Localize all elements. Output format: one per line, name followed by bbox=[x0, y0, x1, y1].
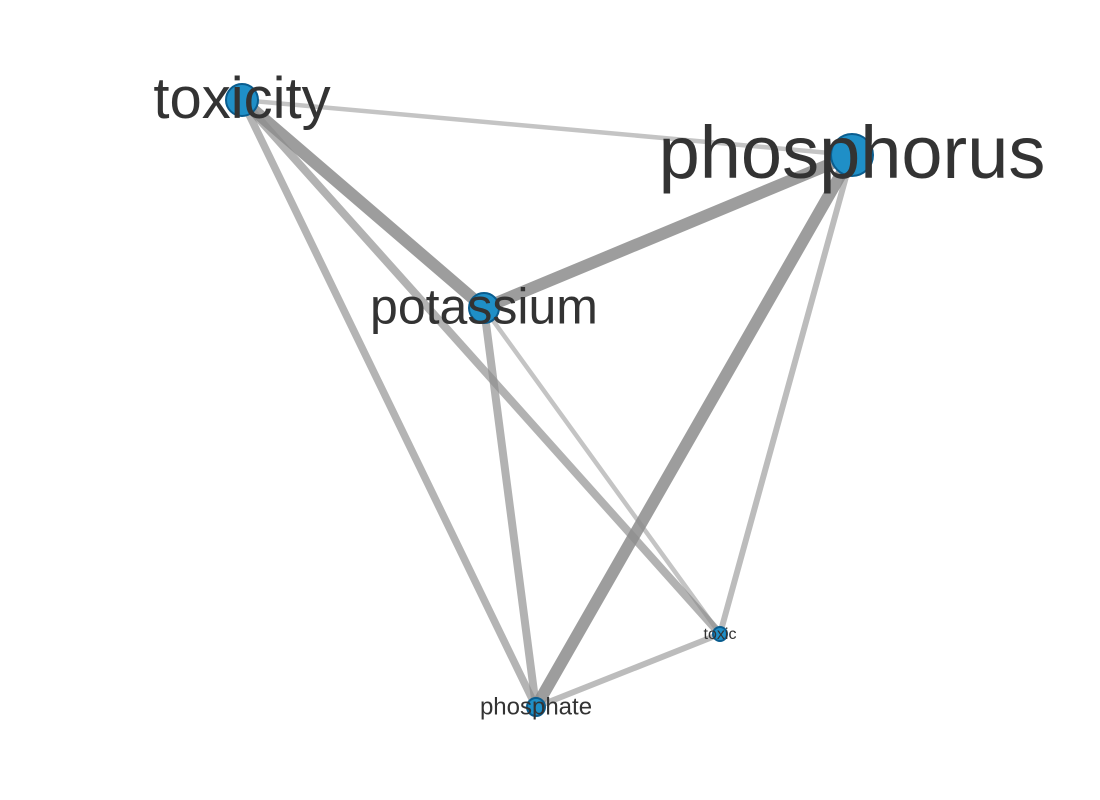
node-label-phosphate: phosphate bbox=[480, 694, 592, 721]
node-toxic[interactable] bbox=[712, 626, 728, 642]
edge-toxicity-toxic bbox=[238, 96, 724, 638]
edge-phosphorus-toxic bbox=[717, 152, 855, 637]
edges-layer bbox=[236, 94, 858, 713]
edge-phosphorus-potassium bbox=[478, 149, 858, 314]
labels-layer: toxicity phosphorus potassium phosphate toxi… bbox=[153, 66, 1045, 720]
edge-phosphorus-phosphate bbox=[530, 149, 858, 713]
node-label-toxic: toxic bbox=[704, 626, 737, 643]
node-toxicity[interactable] bbox=[225, 83, 259, 117]
node-label-potassium: potassium bbox=[370, 279, 598, 335]
node-label-phosphorus: phosphorus bbox=[659, 111, 1046, 194]
edge-potassium-phosphate bbox=[480, 304, 540, 711]
node-potassium[interactable] bbox=[468, 292, 500, 324]
node-phosphorus[interactable] bbox=[830, 133, 874, 177]
edge-potassium-toxic bbox=[481, 305, 723, 637]
node-phosphate[interactable] bbox=[526, 697, 546, 717]
node-label-toxicity: toxicity bbox=[153, 66, 330, 131]
edge-toxicity-phosphorus bbox=[239, 97, 855, 158]
edge-toxicity-potassium bbox=[236, 94, 490, 314]
edge-toxicity-phosphate bbox=[238, 96, 540, 711]
edge-phosphate-toxic bbox=[533, 631, 723, 710]
nodes-layer bbox=[225, 83, 874, 717]
